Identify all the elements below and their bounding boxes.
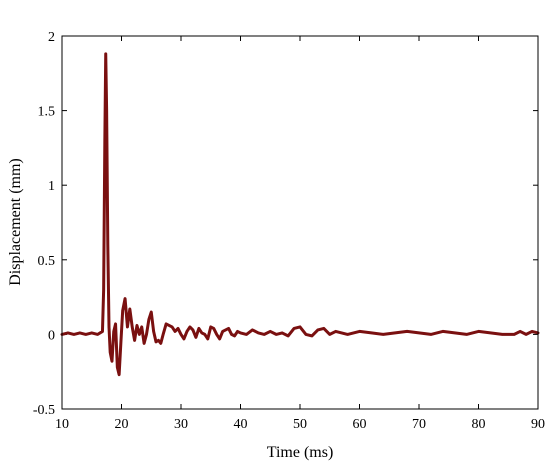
displacement-series-line	[60, 52, 540, 377]
y-tick-label: 0	[48, 328, 55, 343]
y-tick-label: 2	[48, 30, 55, 45]
y-tick-label: -0.5	[33, 403, 55, 418]
plot-frame	[61, 35, 539, 410]
x-tick-label: 40	[234, 417, 248, 432]
y-tick-label: 1	[48, 179, 55, 194]
y-tick-label: 1.5	[38, 105, 56, 120]
x-axis-title: Time (ms)	[267, 444, 334, 461]
x-tick-label: 90	[531, 417, 545, 432]
x-tick-label: 30	[174, 417, 188, 432]
x-tick-label: 50	[293, 417, 307, 432]
x-tick-label: 20	[115, 417, 129, 432]
x-tick-label: 80	[472, 417, 486, 432]
y-axis-title: Displacement (mm)	[7, 158, 24, 286]
x-tick-label: 70	[412, 417, 426, 432]
x-tick-label: 60	[353, 417, 367, 432]
plot-background	[62, 36, 538, 409]
y-axis-ticks: -0.5 0 0.5 1 1.5 2	[33, 30, 538, 418]
x-axis-ticks: 10 20 30 40 50 60 70 80 90	[55, 36, 545, 432]
y-tick-label: 0.5	[38, 254, 56, 269]
x-tick-label: 10	[55, 417, 69, 432]
